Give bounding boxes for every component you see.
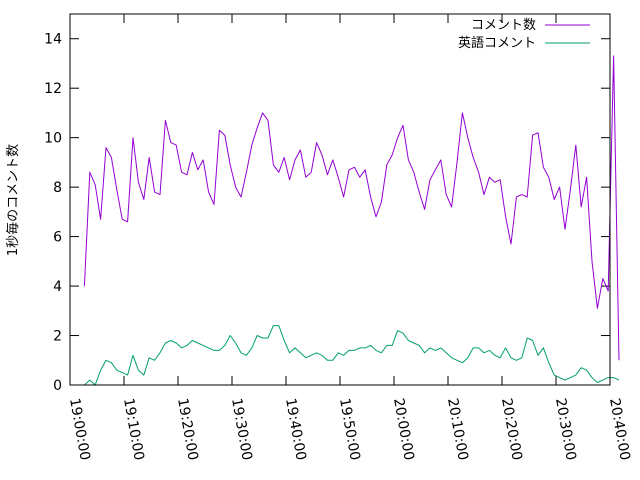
x-tick-label: 19:10:00 [120,397,147,462]
x-tick-label: 19:40:00 [282,397,309,462]
plot-frame [69,13,611,386]
x-tick-label: 19:20:00 [174,397,201,462]
x-tick-label: 19:30:00 [228,397,255,462]
y-tick-label: 4 [53,279,62,295]
x-tick-label: 20:00:00 [390,397,417,462]
series-line-1 [83,55,620,361]
y-tick-label: 12 [44,81,62,97]
legend-label: 英語コメント [458,35,536,51]
x-tick-label: 20:30:00 [552,397,579,462]
series-lines [83,55,620,386]
y-tick-label: 8 [53,180,62,196]
x-tick-label: 20:20:00 [498,397,525,462]
x-tick-label: 19:00:00 [66,397,93,462]
x-tick-label: 19:50:00 [336,397,363,462]
y-tick-label: 0 [53,378,62,394]
y-axis-label: 1秒毎のコメント数 [5,144,21,256]
series-line-2 [84,325,620,386]
legend-label: コメント数 [471,18,536,33]
y-tick-label: 6 [53,230,62,246]
x-tick-label: 20:40:00 [606,397,633,462]
y-tick-label: 2 [53,329,62,345]
y-tick-label: 10 [44,131,62,147]
y-tick-label: 14 [44,32,62,48]
axis-ticks: 0 2 4 6 8 10 12 14 19:00:00 19:10:00 19:20:00 19:30… [44,14,633,462]
x-tick-label: 20:10:00 [444,397,471,462]
